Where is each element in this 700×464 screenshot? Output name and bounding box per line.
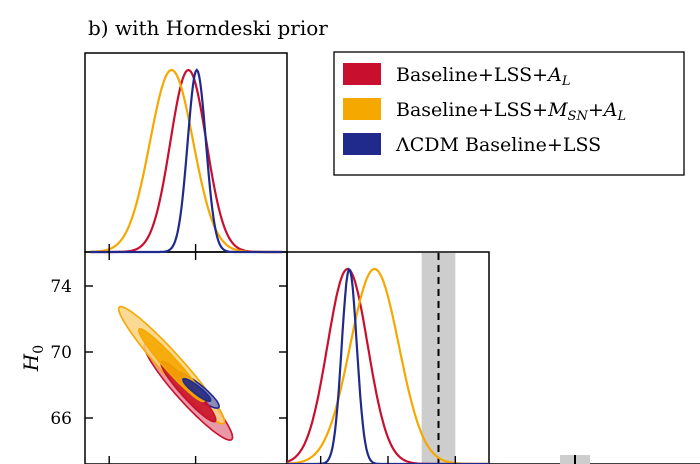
- axis-ticks: [85, 244, 457, 464]
- legend-label-baseline-lss-al-sub: L: [561, 74, 571, 89]
- h0-marginal-curves: [286, 267, 489, 464]
- legend-label-baseline-lss-msn-al-text: Baseline+LSS+: [396, 99, 548, 121]
- h0-axis-label: H0: [19, 345, 47, 372]
- h0-marginal-panel: [286, 251, 490, 464]
- legend-swatch-baseline-lss-msn-al: [343, 98, 381, 120]
- h0-marginal-curve-0: [286, 267, 489, 464]
- legend-label-lcdm-baseline-lss: ΛCDM Baseline+LSS: [395, 134, 601, 156]
- joint-contour-1sigma-2: [182, 377, 212, 402]
- legend-label-baseline-lss-al-sym: A: [546, 64, 562, 86]
- legend-label-baseline-lss-al: Baseline+LSS+AL: [396, 64, 570, 89]
- legend-swatch-lcdm-baseline-lss: [343, 133, 381, 155]
- h0-reference-band-rect: [421, 253, 456, 464]
- h0-tick-label-70: 70: [50, 343, 72, 363]
- legend: Baseline+LSS+AL Baseline+LSS+MSN+AL ΛCDM…: [333, 51, 685, 176]
- legend-label-al-sym: A: [602, 99, 618, 121]
- joint-2d-contours: [117, 305, 234, 441]
- legend-label-msn-sub: SN: [568, 109, 589, 124]
- chart-title: b) with Horndeski prior: [88, 16, 328, 40]
- legend-label-baseline-lss-msn-al: Baseline+LSS+MSN+AL: [396, 99, 626, 124]
- param1-marginal-curves: [89, 68, 282, 254]
- legend-label-plus: +: [588, 99, 604, 121]
- legend-frame: [333, 51, 685, 176]
- h0-tick-label-74: 74: [50, 277, 72, 297]
- param1-marginal-curve-2: [90, 68, 282, 254]
- joint-2d-panel: [84, 251, 288, 464]
- legend-label-al-sub: L: [616, 109, 626, 124]
- legend-swatch-baseline-lss-al: [343, 63, 381, 85]
- legend-label-msn-sym: M: [547, 99, 568, 121]
- h0-reference-band: [421, 253, 590, 464]
- legend-label-baseline-lss-al-text: Baseline+LSS+: [396, 64, 548, 86]
- h0-axis-label-subscript: 0: [31, 345, 47, 354]
- h0-tick-label-66: 66: [50, 409, 72, 429]
- h0-axis-label-letter: H: [19, 353, 43, 372]
